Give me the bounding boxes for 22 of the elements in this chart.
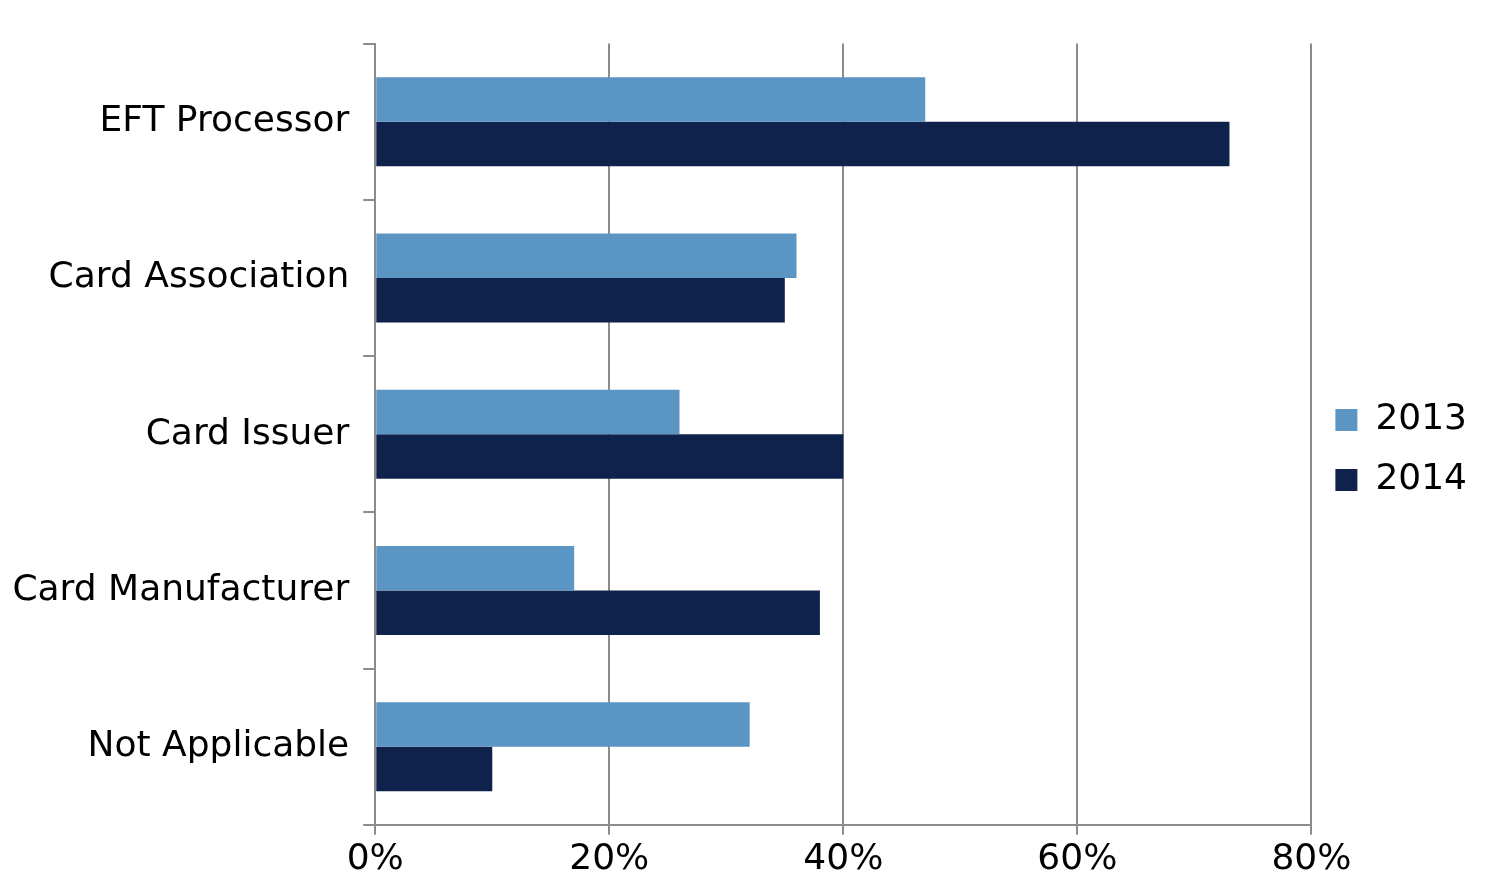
bar <box>376 277 785 323</box>
x-tick-label: 20% <box>569 835 650 877</box>
x-tick-label: 40% <box>803 835 884 877</box>
legend-label: 2013 <box>1375 396 1468 438</box>
bar <box>376 590 820 635</box>
bar <box>376 233 797 278</box>
y-tick-label: Card Manufacturer <box>12 566 350 608</box>
y-tick-label: Card Issuer <box>145 410 350 452</box>
bar <box>376 702 750 747</box>
bar <box>376 545 575 591</box>
legend-label: 2014 <box>1375 456 1468 498</box>
bar <box>376 746 493 792</box>
x-tick-label: 80% <box>1271 835 1352 877</box>
bar <box>376 77 926 122</box>
y-tick-label: EFT Processor <box>99 98 350 140</box>
bar <box>376 389 680 435</box>
bar <box>376 434 844 479</box>
y-tick-label: Card Association <box>48 254 350 296</box>
x-tick-label: 0% <box>346 835 404 877</box>
bar <box>376 121 1230 167</box>
x-tick-label: 60% <box>1037 835 1118 877</box>
y-tick-label: Not Applicable <box>87 723 350 765</box>
